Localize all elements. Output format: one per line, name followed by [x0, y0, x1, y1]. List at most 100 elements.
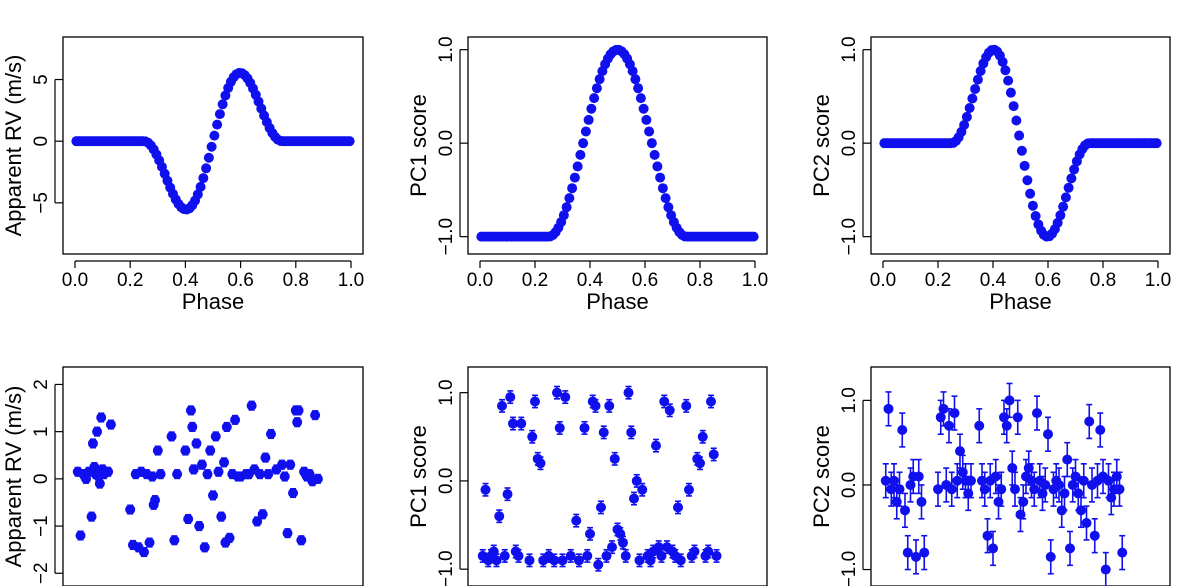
data-point	[598, 427, 609, 438]
data-point	[1005, 87, 1016, 98]
data-point	[208, 490, 218, 501]
data-point	[1063, 182, 1074, 193]
data-point	[638, 103, 649, 114]
panel-top-middle: −1.0 0.0 1.0 0.0 0.2 0.4 0.6 0.8 1.0 Phase PC1 sco…	[406, 36, 768, 314]
data-point	[626, 427, 637, 438]
data-point	[172, 469, 183, 480]
data-point	[627, 66, 638, 77]
data-point	[1018, 496, 1029, 507]
data-point	[578, 138, 589, 149]
x-tick-label: 1.0	[1145, 270, 1171, 291]
data-point	[147, 471, 158, 482]
y-tick-label: −1.0	[839, 551, 860, 586]
data-point	[1004, 395, 1015, 406]
data-point	[169, 535, 180, 546]
data-point	[1058, 201, 1069, 212]
y-tick-label: 0.0	[436, 130, 457, 156]
data-point	[569, 172, 580, 183]
data-point	[641, 114, 652, 125]
data-point	[94, 478, 105, 489]
data-point	[105, 419, 116, 430]
data-point	[166, 431, 177, 442]
data-point	[557, 555, 568, 566]
y-tick-label: 1.0	[436, 379, 457, 405]
plot-frame	[870, 366, 1171, 586]
data-point	[1114, 484, 1125, 495]
data-point	[219, 457, 230, 468]
panel-bottom-left: −2 −1 0 1 2 Apparent RV (m/s)	[1, 366, 364, 586]
data-point	[655, 172, 666, 183]
y-tick-label: 1.0	[839, 36, 860, 62]
data-point	[216, 511, 227, 522]
data-point	[964, 102, 975, 113]
data-point	[586, 103, 597, 114]
data-point	[633, 83, 644, 94]
data-point	[285, 459, 296, 470]
data-point	[574, 555, 584, 566]
x-tick-label: 0.4	[172, 270, 199, 291]
data-point	[1025, 188, 1036, 199]
data-point	[1030, 211, 1041, 222]
data-point	[620, 550, 631, 561]
y-tick-label: 2	[31, 379, 52, 390]
data-point	[972, 74, 983, 85]
data-point	[260, 452, 271, 463]
data-point	[589, 93, 600, 104]
y-tick-label: 0	[31, 474, 52, 485]
data-point	[198, 173, 209, 184]
data-point	[185, 405, 196, 416]
data-point	[695, 458, 705, 469]
x-tick-label: 0.6	[1035, 270, 1061, 291]
panel-top-left: −5 0 5 0.0 0.2 0.4 0.6 0.8 1.0 Phase Apparent RV (…	[1, 36, 364, 314]
data-point	[292, 417, 303, 428]
data-point	[703, 546, 714, 557]
data-point	[990, 471, 1001, 482]
data-point	[246, 400, 257, 411]
x-tick-label: 0.4	[980, 270, 1007, 291]
data-point	[1081, 518, 1092, 529]
plot-frame	[62, 36, 364, 255]
x-tick-label: 1.0	[338, 270, 364, 291]
data-point	[952, 475, 963, 486]
data-point	[1045, 551, 1056, 562]
data-point	[593, 559, 604, 570]
data-point	[196, 459, 207, 470]
data-point	[1019, 160, 1030, 171]
data-point	[883, 403, 894, 414]
data-point	[663, 202, 674, 213]
data-point	[217, 99, 228, 110]
data-point	[618, 537, 628, 548]
y-tick-label: −1.0	[839, 218, 860, 256]
data-point	[96, 412, 107, 423]
data-point	[644, 126, 655, 137]
data-point	[192, 189, 203, 200]
data-point	[195, 181, 206, 192]
data-point	[220, 90, 231, 101]
data-point	[591, 83, 602, 94]
data-point	[604, 400, 615, 411]
data-point	[711, 550, 722, 561]
data-point	[1027, 200, 1038, 211]
data-point	[1012, 412, 1023, 423]
data-point	[880, 475, 891, 486]
data-point	[575, 149, 586, 160]
data-point	[579, 422, 590, 433]
data-point	[1014, 130, 1025, 141]
data-point	[527, 431, 538, 442]
data-point	[480, 484, 491, 495]
data-point	[561, 202, 572, 213]
data-point	[706, 396, 716, 407]
data-point	[552, 387, 562, 398]
data-point	[1069, 164, 1080, 175]
data-point	[997, 56, 1008, 67]
data-point	[187, 421, 198, 432]
data-point	[697, 431, 708, 442]
data-point	[296, 535, 307, 546]
y-axis-title: PC2 score	[809, 94, 834, 197]
data-point	[582, 550, 593, 561]
x-tick-label: 0.2	[522, 270, 548, 291]
data-point	[596, 502, 606, 513]
data-point	[1065, 543, 1075, 554]
data-point	[282, 528, 293, 539]
y-tick-label: 0.0	[839, 472, 860, 498]
